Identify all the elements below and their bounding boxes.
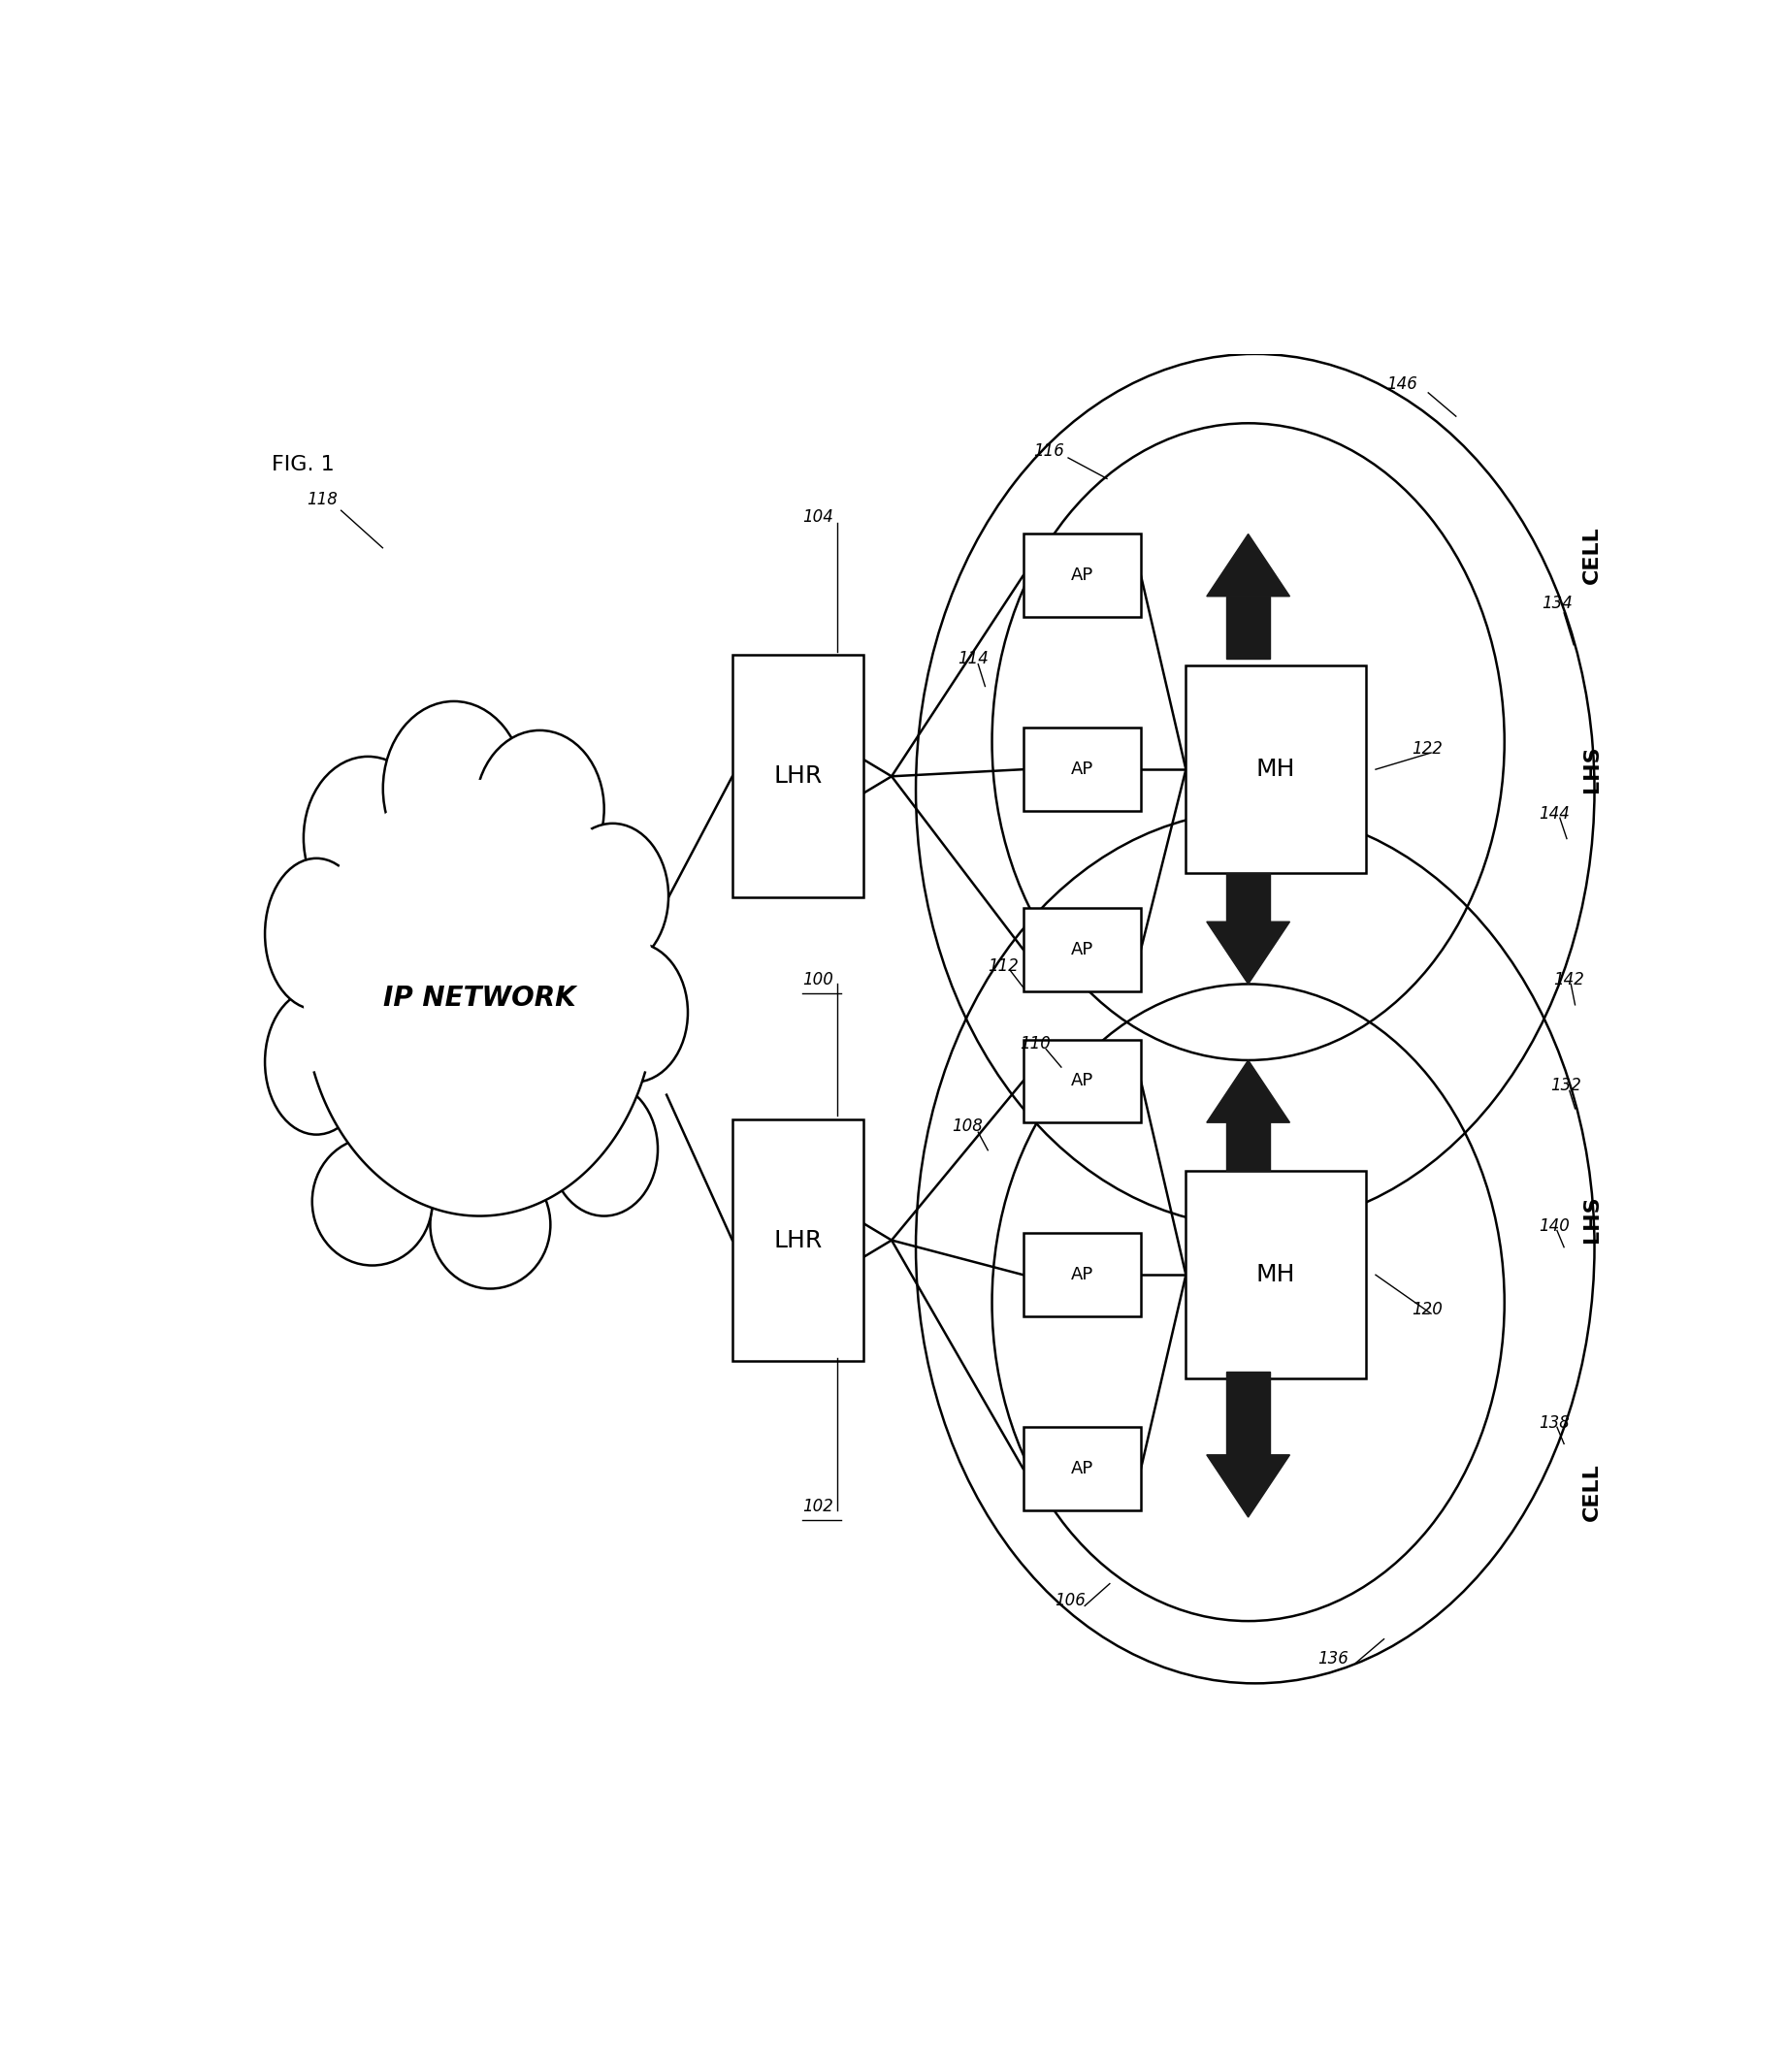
Ellipse shape (550, 1082, 658, 1216)
Bar (1024, 535, 1140, 617)
Text: 144: 144 (1539, 806, 1571, 823)
Text: FIG. 1: FIG. 1 (272, 456, 334, 474)
Text: 118: 118 (307, 491, 338, 508)
Ellipse shape (558, 823, 668, 970)
Text: 116: 116 (1033, 441, 1065, 460)
Bar (733, 1119, 863, 1361)
Text: 146: 146 (1387, 375, 1417, 394)
Ellipse shape (431, 1160, 550, 1289)
Polygon shape (1206, 1061, 1290, 1123)
Text: CELL: CELL (1581, 526, 1601, 584)
Text: 142: 142 (1553, 972, 1583, 988)
Polygon shape (1206, 535, 1290, 597)
Polygon shape (1226, 597, 1271, 659)
Bar (1187, 665, 1365, 872)
Text: AP: AP (1070, 1266, 1094, 1283)
Text: AP: AP (1070, 941, 1094, 957)
Text: 122: 122 (1412, 740, 1442, 758)
Text: MH: MH (1256, 1264, 1296, 1287)
Text: 136: 136 (1317, 1649, 1349, 1668)
Text: 112: 112 (988, 957, 1019, 974)
Text: IP NETWORK: IP NETWORK (382, 984, 575, 1011)
Text: AP: AP (1070, 1071, 1094, 1090)
Ellipse shape (304, 756, 432, 920)
Text: 108: 108 (952, 1119, 983, 1135)
Text: 132: 132 (1549, 1075, 1581, 1094)
Text: AP: AP (1070, 1461, 1094, 1477)
Bar (733, 655, 863, 897)
Polygon shape (1206, 922, 1290, 984)
Ellipse shape (264, 858, 368, 1009)
Bar (1024, 727, 1140, 810)
Text: MH: MH (1256, 758, 1296, 781)
Ellipse shape (264, 988, 368, 1135)
Text: 102: 102 (802, 1498, 833, 1515)
Text: 134: 134 (1542, 595, 1573, 611)
Ellipse shape (313, 1138, 432, 1266)
Bar (1024, 1428, 1140, 1510)
Ellipse shape (304, 779, 656, 1216)
Polygon shape (1226, 1123, 1271, 1171)
Text: 120: 120 (1412, 1301, 1442, 1318)
Ellipse shape (382, 700, 525, 876)
Text: LHR: LHR (774, 1229, 822, 1251)
Text: 106: 106 (1054, 1591, 1085, 1610)
Text: CELL: CELL (1581, 1463, 1601, 1521)
Text: LHS: LHS (1581, 746, 1601, 794)
Text: 110: 110 (1020, 1034, 1051, 1053)
Text: LHR: LHR (774, 765, 822, 787)
Polygon shape (1206, 1455, 1290, 1517)
Text: 100: 100 (802, 972, 833, 988)
Text: 140: 140 (1539, 1218, 1571, 1235)
Bar (1024, 908, 1140, 990)
Ellipse shape (297, 765, 661, 1231)
Polygon shape (1226, 1372, 1271, 1455)
Text: 138: 138 (1539, 1415, 1571, 1432)
Bar (1024, 1040, 1140, 1123)
Ellipse shape (475, 729, 604, 887)
Text: LHS: LHS (1581, 1196, 1601, 1243)
Polygon shape (1226, 872, 1271, 922)
Bar (1187, 1171, 1365, 1378)
Text: 114: 114 (958, 651, 988, 667)
Bar (1024, 1233, 1140, 1316)
Text: AP: AP (1070, 568, 1094, 584)
Ellipse shape (581, 943, 688, 1082)
Text: AP: AP (1070, 760, 1094, 779)
Text: 104: 104 (802, 508, 833, 526)
